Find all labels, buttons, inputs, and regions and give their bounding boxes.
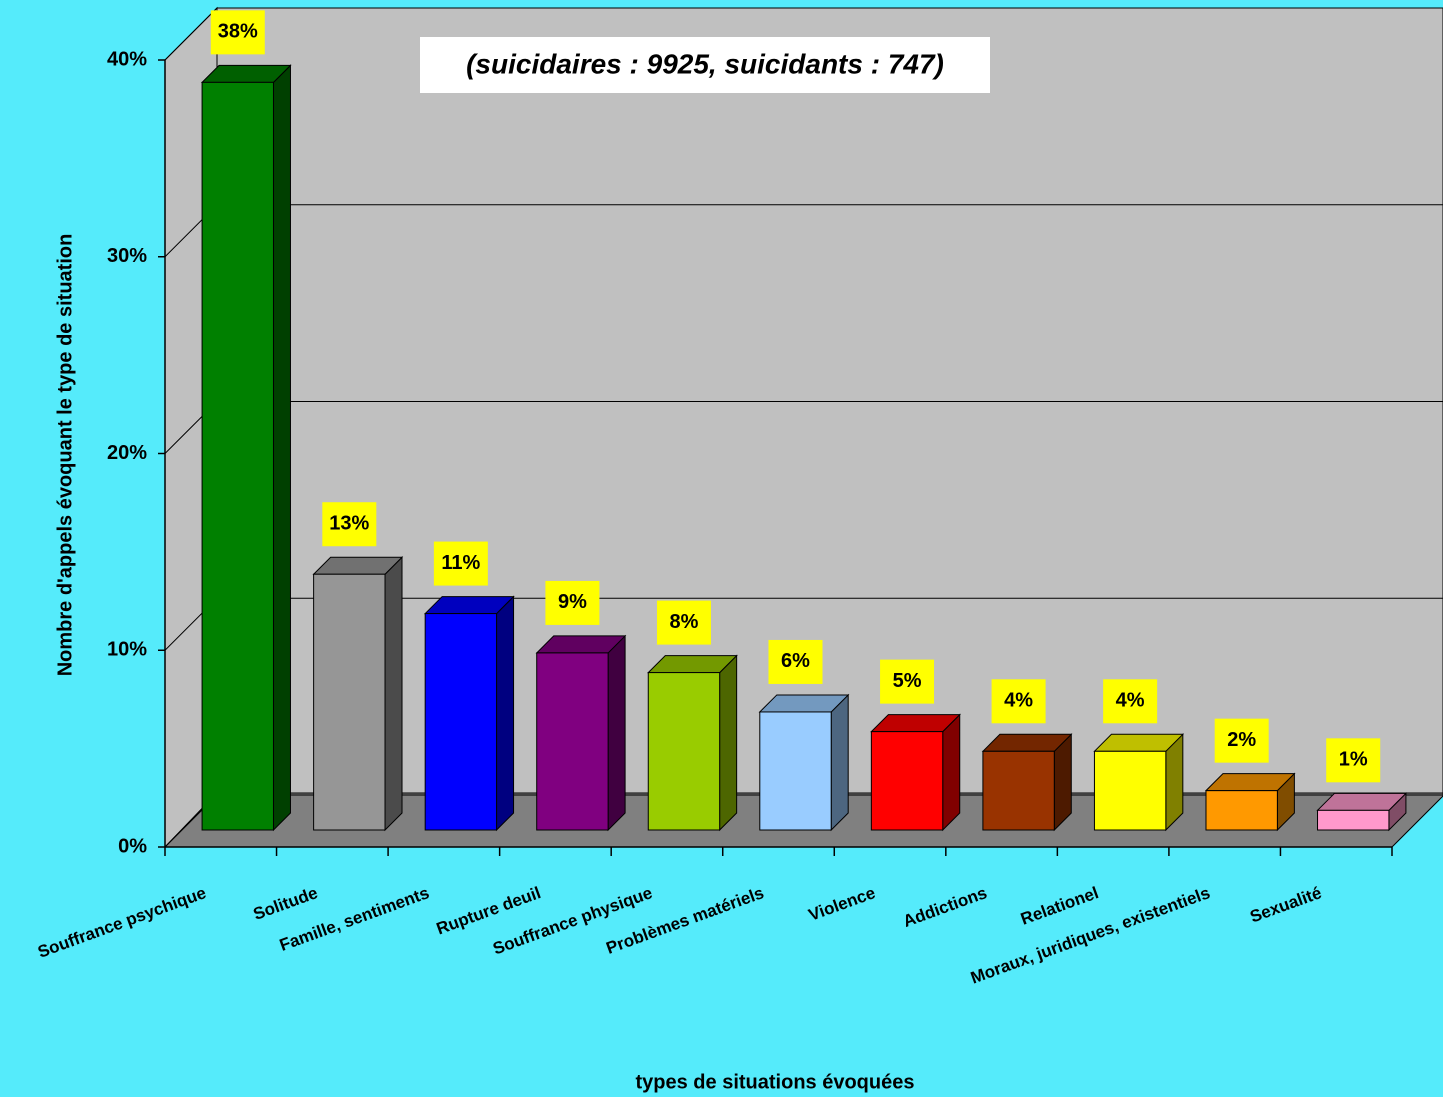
bar-side xyxy=(384,556,403,832)
value-label: 11% xyxy=(441,552,480,574)
value-label: 13% xyxy=(329,513,369,535)
bar-side xyxy=(607,634,626,832)
value-label: 38% xyxy=(218,21,258,43)
bar xyxy=(982,750,1055,831)
value-label-box xyxy=(880,659,935,704)
x-tick-label: Solitude xyxy=(251,883,321,924)
subtitle: (suicidaires : 9925, suicidants : 747) xyxy=(466,48,944,79)
bar-side xyxy=(942,713,961,832)
bar xyxy=(1093,750,1167,831)
value-label-box xyxy=(991,679,1046,724)
y-tick-label: 0% xyxy=(118,835,147,857)
value-label: 6% xyxy=(781,650,810,672)
bar-side xyxy=(719,654,738,832)
bar xyxy=(1317,809,1390,831)
bar xyxy=(647,672,721,831)
bar xyxy=(870,731,944,831)
value-label-box xyxy=(210,10,265,55)
y-tick-label: 30% xyxy=(107,245,147,267)
y-tick-label: 40% xyxy=(107,48,147,70)
x-tick-label: Sexualité xyxy=(1247,883,1324,926)
value-label-box xyxy=(1326,738,1381,783)
value-label-box xyxy=(656,600,711,645)
x-tick-label: Souffrance psychique xyxy=(35,883,208,962)
value-label-box xyxy=(433,541,488,586)
value-label: 4% xyxy=(1116,690,1145,712)
subtitle-box xyxy=(420,37,990,93)
value-label: 8% xyxy=(670,611,699,633)
x-tick-label: Addictions xyxy=(900,883,989,931)
value-label: 1% xyxy=(1339,749,1368,771)
value-label-box xyxy=(768,639,823,684)
value-label-box xyxy=(322,502,377,547)
x-tick-label: Violence xyxy=(806,883,878,925)
bar xyxy=(424,613,498,831)
value-label-box xyxy=(545,580,600,625)
value-label: 5% xyxy=(893,670,922,692)
value-label-box xyxy=(1103,679,1158,724)
bar xyxy=(759,711,832,831)
value-label: 9% xyxy=(558,591,587,613)
x-axis-title: types de situations évoquées xyxy=(636,1071,915,1093)
y-tick-label: 20% xyxy=(107,442,147,464)
bar xyxy=(313,573,386,831)
bar xyxy=(1205,790,1278,831)
bar xyxy=(536,652,609,831)
value-label: 2% xyxy=(1227,729,1256,751)
bar-side xyxy=(496,595,515,832)
bars xyxy=(200,64,1408,832)
value-label: 4% xyxy=(1004,690,1033,712)
y-axis-title: Nombre d'appels évoquant le type de situ… xyxy=(54,234,76,677)
grid-line xyxy=(164,7,1443,61)
bar-side xyxy=(272,64,291,832)
x-tick-label: Relationel xyxy=(1018,883,1101,929)
y-tick-label: 10% xyxy=(107,639,147,661)
bar-side xyxy=(830,693,849,832)
value-label-box xyxy=(1214,718,1269,763)
bar xyxy=(201,81,274,831)
